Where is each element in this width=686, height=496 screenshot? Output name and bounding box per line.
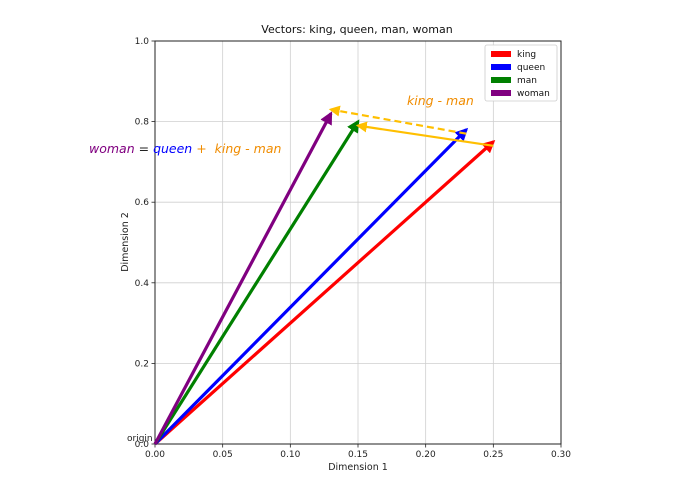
legend-swatch-queen — [491, 64, 511, 70]
legend-swatch-woman — [491, 90, 511, 96]
vector-woman — [153, 111, 333, 445]
legend-label-man: man — [517, 76, 537, 86]
equation-king-minus-man: + king - man — [192, 141, 281, 156]
x-tick-label: 0.05 — [213, 450, 233, 460]
vector-arrows — [153, 111, 496, 446]
y-tick-label: 1.0 — [135, 37, 150, 47]
x-tick-label: 0.00 — [145, 450, 165, 460]
y-axis-ticks: 0.0 0.2 0.4 0.6 0.8 1.0 — [135, 37, 155, 450]
legend-swatch-man — [491, 77, 511, 83]
y-axis-label: Dimension 2 — [120, 212, 131, 272]
equation-queen: queen — [153, 141, 192, 156]
vector-man — [153, 119, 360, 445]
y-tick-label: 0.2 — [135, 359, 149, 369]
legend-label-king: king — [517, 50, 536, 60]
y-tick-label: 0.0 — [135, 440, 150, 450]
king-minus-man-arrow-dashed — [328, 105, 467, 135]
equation-equals: = — [135, 141, 153, 156]
x-axis-label: Dimension 1 — [328, 462, 388, 473]
x-tick-label: 0.15 — [348, 450, 368, 460]
x-tick-label: 0.20 — [416, 450, 436, 460]
equation-woman: woman — [89, 141, 135, 156]
equation-annotation: woman = queen + king - man — [89, 141, 281, 156]
legend-label-queen: queen — [517, 63, 545, 73]
legend-box — [484, 44, 558, 102]
y-tick-label: 0.4 — [135, 279, 150, 289]
vector-queen — [153, 127, 469, 446]
origin-label: origin — [127, 434, 153, 444]
legend-label-woman: woman — [517, 89, 550, 99]
x-axis-ticks: 0.00 0.05 0.10 0.15 0.20 0.25 0.30 — [145, 444, 571, 460]
annotation-king-minus-man: king - man — [407, 93, 474, 108]
x-tick-label: 0.10 — [280, 450, 300, 460]
king-minus-man-arrow — [355, 121, 494, 147]
chart-title: Vectors: king, queen, man, woman — [261, 23, 452, 36]
legend: king queen man woman — [484, 44, 558, 102]
difference-arrows — [328, 105, 494, 147]
legend-swatch-king — [491, 51, 511, 57]
x-tick-label: 0.30 — [551, 450, 571, 460]
y-tick-label: 0.6 — [135, 198, 150, 208]
y-tick-label: 0.8 — [135, 118, 150, 128]
vector-king — [153, 140, 496, 446]
x-tick-label: 0.25 — [483, 450, 503, 460]
